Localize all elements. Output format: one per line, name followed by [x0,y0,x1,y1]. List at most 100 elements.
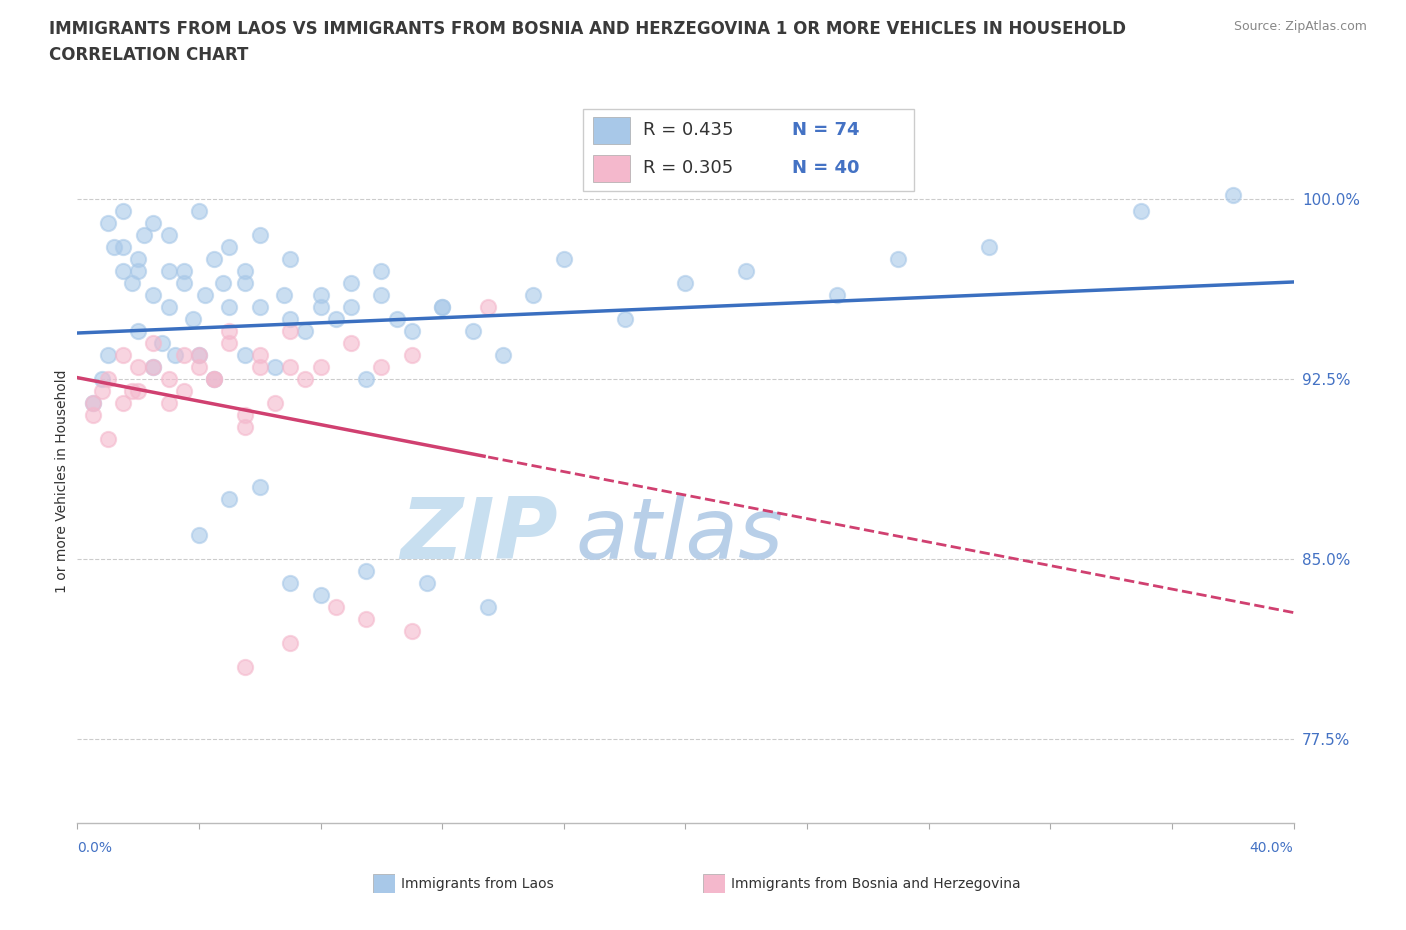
Point [354,372,377,387]
Point [233,659,256,674]
Point [82,408,104,423]
Text: Immigrants from Bosnia and Herzegovina: Immigrants from Bosnia and Herzegovina [731,876,1021,891]
Point [90,384,112,399]
Point [121,384,143,399]
Point [127,384,149,399]
Point [188,348,211,363]
Point [111,240,134,255]
Text: CORRELATION CHART: CORRELATION CHART [49,46,249,64]
Point [233,419,256,434]
Point [82,396,104,411]
Text: ZIP: ZIP [401,495,558,578]
Point [188,528,211,543]
Point [340,336,363,351]
Point [142,360,165,375]
FancyBboxPatch shape [583,109,914,191]
Point [188,204,211,219]
Point [142,216,165,231]
Point [278,312,301,326]
Point [202,372,225,387]
Point [233,408,256,423]
Point [82,396,104,411]
Point [340,276,363,291]
Point [278,252,301,267]
Point [249,480,271,495]
Point [264,360,287,375]
Point [249,360,271,375]
Y-axis label: 1 or more Vehicles in Household: 1 or more Vehicles in Household [55,369,69,593]
Point [1130,204,1153,219]
Point [142,360,165,375]
Point [157,372,180,387]
Point [233,264,256,279]
FancyBboxPatch shape [593,155,630,182]
Text: R = 0.435: R = 0.435 [643,121,734,140]
Point [111,264,134,279]
Point [613,312,636,326]
Text: IMMIGRANTS FROM LAOS VS IMMIGRANTS FROM BOSNIA AND HERZEGOVINA 1 OR MORE VEHICLE: IMMIGRANTS FROM LAOS VS IMMIGRANTS FROM … [49,20,1126,38]
Point [477,600,499,615]
Point [111,396,134,411]
Point [827,288,849,303]
Point [90,372,112,387]
Point [416,576,439,591]
Point [309,288,332,303]
Point [97,432,120,446]
Point [249,228,271,243]
Point [294,372,316,387]
Point [233,348,256,363]
Point [97,372,120,387]
Point [354,564,377,578]
Text: N = 74: N = 74 [792,121,859,140]
Point [492,348,515,363]
Point [121,276,143,291]
Point [97,216,120,231]
Point [675,276,697,291]
Point [309,300,332,315]
Point [127,324,149,339]
Point [278,636,301,651]
Point [218,324,240,339]
Point [273,288,295,303]
Point [370,360,392,375]
Point [325,312,347,326]
Point [202,252,225,267]
Text: 0.0%: 0.0% [77,841,112,856]
Point [194,288,217,303]
Text: Source: ZipAtlas.com: Source: ZipAtlas.com [1233,20,1367,33]
Point [218,492,240,507]
Point [401,348,423,363]
Point [370,264,392,279]
Point [309,360,332,375]
Point [477,300,499,315]
Point [157,300,180,315]
Point [278,576,301,591]
Point [735,264,758,279]
Point [97,348,120,363]
Point [370,288,392,303]
Point [233,276,256,291]
Point [979,240,1001,255]
Point [157,396,180,411]
Point [218,240,240,255]
Point [188,348,211,363]
Point [181,312,204,326]
Point [142,288,165,303]
Point [152,336,174,351]
Point [1222,187,1244,202]
Point [127,360,149,375]
Point [249,300,271,315]
FancyBboxPatch shape [593,117,630,144]
Point [430,300,453,315]
Point [553,252,575,267]
Point [212,276,235,291]
Point [173,276,195,291]
Point [202,372,225,387]
Point [142,336,165,351]
Text: R = 0.305: R = 0.305 [643,159,733,177]
Point [218,300,240,315]
Point [401,624,423,639]
Point [157,264,180,279]
Point [264,396,287,411]
Point [340,300,363,315]
